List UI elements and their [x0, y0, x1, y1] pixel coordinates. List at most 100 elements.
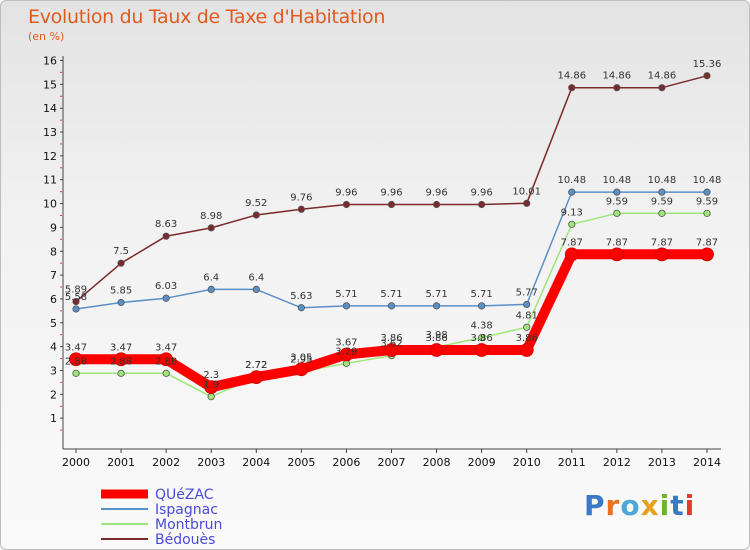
data-point	[249, 370, 264, 385]
y-tick-label: 3	[50, 364, 57, 377]
data-point	[252, 211, 260, 219]
y-tick-label: 6	[50, 293, 57, 306]
logo-letter: r	[605, 489, 621, 522]
y-tick-label: 15	[43, 78, 57, 91]
data-label: 2.72	[245, 360, 267, 371]
data-label: 3.47	[155, 342, 177, 353]
data-label: 14.86	[557, 71, 586, 82]
x-tick-label: 2005	[287, 456, 315, 469]
data-label: 9.76	[290, 192, 312, 203]
data-point	[474, 343, 489, 357]
data-point	[523, 300, 531, 309]
x-tick-label: 2004	[242, 456, 270, 469]
data-point	[117, 369, 125, 377]
y-tick-label: 12	[43, 150, 57, 163]
data-label: 5.71	[425, 289, 447, 300]
data-label: 2.88	[155, 356, 177, 367]
data-point	[429, 343, 444, 357]
data-point	[613, 84, 621, 92]
data-label: 2.88	[110, 356, 132, 367]
x-tick-label: 2001	[107, 456, 135, 469]
data-point	[432, 200, 441, 209]
data-point	[207, 285, 215, 293]
logo-letter: o	[620, 489, 641, 522]
data-point	[478, 200, 486, 209]
data-label: 5.71	[380, 289, 402, 300]
data-label: 3.47	[110, 342, 132, 353]
data-point	[162, 232, 170, 240]
data-label: 6.4	[248, 272, 264, 283]
data-label: 9.59	[606, 196, 628, 207]
data-label: 3.86	[516, 333, 538, 344]
data-point	[114, 352, 128, 367]
x-tick-label: 2014	[693, 456, 721, 469]
data-point	[162, 294, 170, 302]
data-label: 4.38	[471, 321, 493, 332]
data-label: 14.86	[648, 71, 677, 82]
legend-label: Ispagnac	[155, 502, 218, 518]
data-label: 10.48	[693, 175, 722, 186]
data-point	[207, 224, 215, 232]
data-point	[69, 352, 83, 367]
data-point	[117, 259, 125, 267]
data-label: 9.96	[471, 188, 493, 199]
data-point	[159, 352, 174, 367]
data-label: 5.85	[110, 286, 132, 297]
y-tick-label: 2	[50, 388, 57, 401]
data-label: 7.5	[113, 246, 129, 257]
data-point	[703, 209, 711, 217]
data-point	[297, 304, 305, 312]
x-tick-label: 2003	[197, 456, 225, 469]
data-point	[523, 199, 531, 207]
x-tick-label: 2002	[152, 456, 180, 469]
data-label: 9.59	[696, 196, 718, 207]
data-point	[432, 302, 441, 310]
data-label: 2.88	[65, 356, 87, 367]
data-label: 2.95	[290, 355, 312, 366]
data-point	[703, 188, 711, 196]
chart-subtitle: (en %)	[28, 30, 65, 43]
x-tick-label: 2000	[62, 456, 90, 469]
y-tick-label: 14	[43, 102, 57, 115]
data-point	[72, 369, 80, 377]
y-tick-label: 1	[50, 412, 57, 425]
data-point	[252, 285, 260, 293]
data-point	[519, 343, 534, 357]
data-point	[658, 188, 666, 196]
data-label: 2.72	[245, 360, 267, 371]
data-label: 10.48	[603, 175, 632, 186]
data-point	[342, 200, 351, 209]
data-label: 7.87	[606, 237, 628, 248]
data-point	[658, 84, 666, 92]
y-tick-label: 10	[43, 198, 57, 211]
data-label: 3.98	[425, 330, 447, 341]
logo-letter: i	[684, 489, 696, 522]
data-point	[387, 302, 396, 310]
data-label: 10.48	[648, 175, 677, 186]
data-label: 15.36	[693, 59, 722, 70]
y-tick-label: 8	[50, 245, 57, 258]
data-point	[207, 393, 215, 401]
x-tick-label: 2013	[648, 456, 676, 469]
proxiti-logo: Proxiti	[584, 489, 695, 522]
data-label: 9.96	[425, 188, 447, 199]
legend-label: QUéZAC	[155, 487, 214, 503]
data-label: 5.71	[335, 289, 357, 300]
data-point	[294, 362, 309, 377]
y-tick-label: 5	[50, 317, 57, 330]
data-label: 3.86	[380, 333, 402, 344]
logo-letter: i	[659, 489, 671, 522]
x-tick-label: 2006	[332, 456, 360, 469]
data-label: 14.86	[603, 71, 632, 82]
data-label: 10.48	[557, 175, 586, 186]
data-label: 5.71	[471, 289, 493, 300]
y-tick-label: 16	[43, 55, 57, 68]
x-tick-label: 2009	[468, 456, 496, 469]
data-point	[204, 380, 219, 395]
y-tick-label: 7	[50, 269, 57, 282]
logo-letter: x	[640, 489, 660, 522]
data-point	[700, 247, 714, 262]
data-label: 2.3	[203, 370, 219, 381]
